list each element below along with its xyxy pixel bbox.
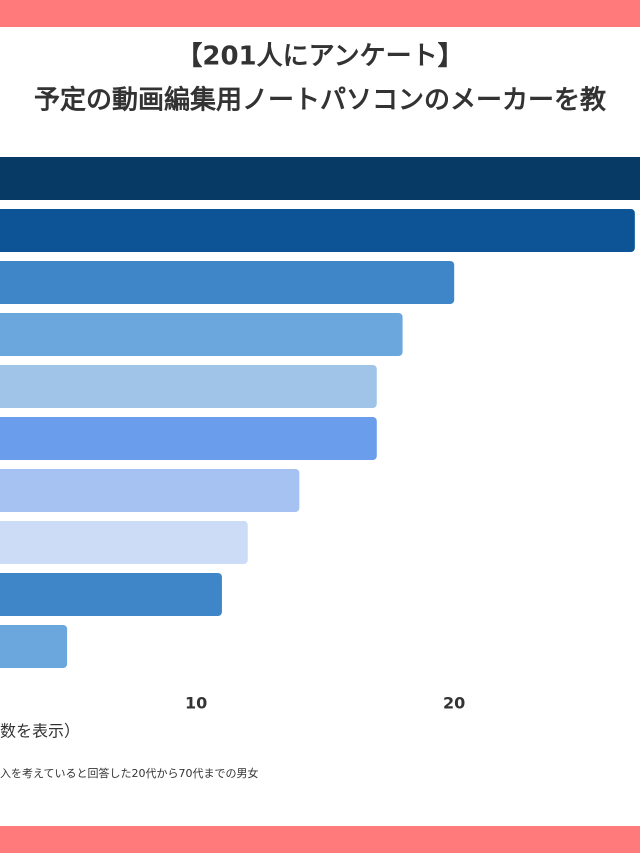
bar [0,521,248,564]
bar [0,573,222,616]
top-band [0,0,640,27]
bar [0,157,640,200]
bar [0,417,377,460]
x-tick-label: 20 [443,694,465,713]
bar [0,625,68,668]
bar [0,261,455,304]
bar [0,365,377,408]
note: 入を考えていると回答した20代から70代までの男女 [0,766,258,780]
bar [0,209,635,252]
x-tick-label: 10 [185,694,207,713]
chart-title: 【201人にアンケート】 [176,42,463,72]
bottom-band [0,826,640,853]
axis-label: 数を表示） [0,722,80,741]
chart-subtitle: 予定の動画編集用ノートパソコンのメーカーを教 [34,85,606,116]
bar [0,469,300,512]
bar [0,313,403,356]
